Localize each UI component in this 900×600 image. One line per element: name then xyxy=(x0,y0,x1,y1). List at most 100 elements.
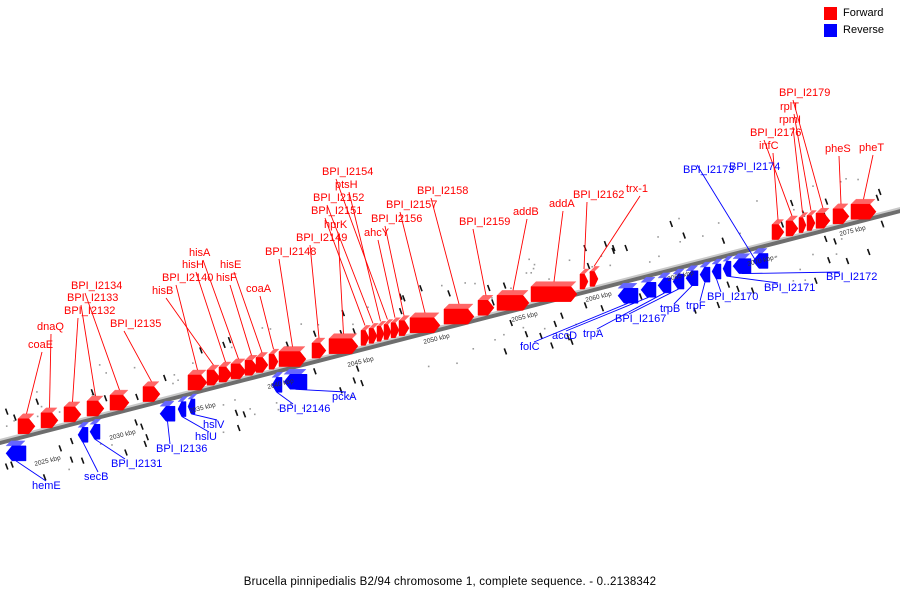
gene-label[interactable]: trpA xyxy=(583,328,604,340)
gene-label[interactable]: BPI_I2162 xyxy=(573,189,624,201)
gene-block[interactable] xyxy=(409,312,441,334)
gene-label[interactable]: hemE xyxy=(32,480,61,492)
gene-block[interactable] xyxy=(672,268,685,290)
gene-label[interactable]: BPI_I2151 xyxy=(311,205,362,217)
gene-label[interactable]: coaA xyxy=(246,283,272,295)
gene-block[interactable] xyxy=(657,272,672,294)
gene-label[interactable]: BPI_I2170 xyxy=(707,291,758,303)
gene-label[interactable]: BPI_I2133 xyxy=(67,292,118,304)
gene-block[interactable] xyxy=(477,295,495,316)
gene-label[interactable]: BPI_I2134 xyxy=(71,280,122,292)
gene-label[interactable]: trpF xyxy=(686,300,706,312)
gene-block[interactable] xyxy=(218,361,233,383)
gene-label[interactable]: addB xyxy=(513,206,539,218)
gene-block[interactable] xyxy=(244,355,259,376)
gene-block[interactable] xyxy=(398,315,410,336)
gene-block[interactable] xyxy=(255,352,269,373)
gene-label[interactable]: hisH xyxy=(182,259,204,271)
gene-block[interactable] xyxy=(63,401,82,423)
gene-label[interactable]: BPI_I2154 xyxy=(322,166,373,178)
gene-block[interactable] xyxy=(268,348,280,370)
gene-block[interactable] xyxy=(383,319,394,340)
gene-label[interactable]: dnaQ xyxy=(37,321,64,333)
gene-label[interactable]: hisB xyxy=(152,285,173,297)
gene-block[interactable] xyxy=(360,325,371,346)
gene-block[interactable] xyxy=(376,321,387,342)
gene-block[interactable] xyxy=(815,208,831,229)
gene-label[interactable]: BPI_I2174 xyxy=(729,161,780,173)
gene-label[interactable]: infC xyxy=(759,140,779,152)
gene-block[interactable] xyxy=(77,422,89,443)
gene-label[interactable]: BPI_I2152 xyxy=(313,192,364,204)
gene-block[interactable] xyxy=(311,337,327,359)
gene-block[interactable] xyxy=(328,333,359,354)
gene-block[interactable] xyxy=(86,395,105,417)
gene-block[interactable] xyxy=(785,215,799,237)
gene-block[interactable] xyxy=(832,203,850,225)
gene-label[interactable]: BPI_I2146 xyxy=(279,403,330,415)
gene-block[interactable] xyxy=(530,281,578,302)
gene-label[interactable]: BPI_I2173 xyxy=(683,164,734,176)
gene-label[interactable]: ptsH xyxy=(335,179,358,191)
gene-block[interactable] xyxy=(850,198,877,220)
gene-block[interactable] xyxy=(271,372,283,393)
gene-block[interactable] xyxy=(806,210,817,231)
gene-block[interactable] xyxy=(5,440,27,462)
gene-label[interactable]: BPI_I2159 xyxy=(459,216,510,228)
gene-block[interactable] xyxy=(496,290,530,311)
gene-block[interactable] xyxy=(230,358,247,380)
gene-block[interactable] xyxy=(640,277,657,298)
gene-label[interactable]: BPI_I2135 xyxy=(110,318,161,330)
gene-block[interactable] xyxy=(722,255,733,277)
gene-block[interactable] xyxy=(685,265,699,286)
gene-label[interactable]: trx-1 xyxy=(626,183,648,195)
gene-label[interactable]: BPI_I2158 xyxy=(417,185,468,197)
gene-block[interactable] xyxy=(589,266,600,287)
gene-block[interactable] xyxy=(771,219,785,240)
gene-label[interactable]: BPI_I2156 xyxy=(371,213,422,225)
gene-label[interactable]: BPI_I2167 xyxy=(615,313,666,325)
gene-label[interactable]: rpmI xyxy=(779,114,801,126)
gene-block[interactable] xyxy=(368,323,379,344)
gene-label[interactable]: coaE xyxy=(28,339,53,351)
gene-block[interactable] xyxy=(142,381,161,402)
gene-block[interactable] xyxy=(617,283,639,304)
gene-label[interactable]: BPI_I2148 xyxy=(265,246,316,258)
gene-label[interactable]: pckA xyxy=(332,391,357,403)
gene-block[interactable] xyxy=(699,261,711,283)
gene-label[interactable]: hprK xyxy=(324,219,348,231)
gene-block[interactable] xyxy=(732,253,752,274)
gene-label[interactable]: rplT xyxy=(780,101,799,113)
gene-label[interactable]: BPI_I2172 xyxy=(826,271,877,283)
gene-block[interactable] xyxy=(278,346,307,367)
gene-blocks[interactable] xyxy=(5,198,877,462)
gene-block[interactable] xyxy=(89,419,101,440)
gene-label[interactable]: BPI_I2171 xyxy=(764,282,815,294)
gene-label[interactable]: secB xyxy=(84,471,108,483)
gene-label[interactable]: addA xyxy=(549,198,575,210)
gene-block[interactable] xyxy=(187,393,198,415)
gene-block[interactable] xyxy=(206,364,221,386)
gene-label[interactable]: BPI_I2131 xyxy=(111,458,162,470)
gene-block[interactable] xyxy=(187,369,208,391)
gene-label[interactable]: pheT xyxy=(859,142,884,154)
gene-label[interactable]: folC xyxy=(520,341,540,353)
gene-label[interactable]: BPI_I2149 xyxy=(296,232,347,244)
gene-label[interactable]: BPI_I2176 xyxy=(750,127,801,139)
gene-label[interactable]: BPI_I2140 xyxy=(162,272,213,284)
gene-block[interactable] xyxy=(390,317,401,338)
gene-block[interactable] xyxy=(109,389,130,411)
gene-block[interactable] xyxy=(711,258,723,280)
gene-label[interactable]: hisA xyxy=(189,247,211,259)
gene-label[interactable]: accD xyxy=(552,330,577,342)
gene-block[interactable] xyxy=(159,401,176,422)
gene-block[interactable] xyxy=(177,396,188,417)
gene-label[interactable]: hslV xyxy=(203,419,225,431)
gene-block[interactable] xyxy=(579,268,590,290)
gene-block[interactable] xyxy=(17,413,36,435)
gene-label[interactable]: BPI_I2132 xyxy=(64,305,115,317)
gene-label[interactable]: BPI_I2157 xyxy=(386,199,437,211)
gene-label[interactable]: trpB xyxy=(660,303,680,315)
